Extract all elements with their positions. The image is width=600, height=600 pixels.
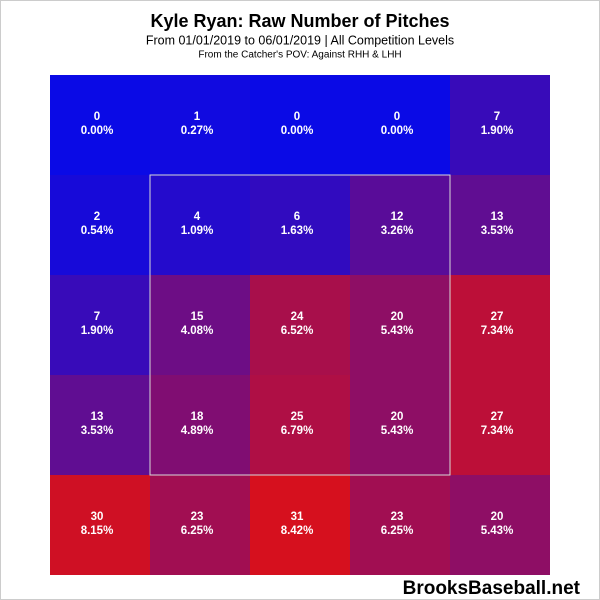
cell-count: 1 <box>194 111 201 123</box>
cell-count: 13 <box>491 211 504 223</box>
cell-count: 13 <box>91 411 104 423</box>
cell <box>50 75 150 175</box>
cell <box>450 75 550 175</box>
cell-count: 6 <box>294 211 300 223</box>
cell-percent: 5.43% <box>481 525 514 537</box>
cell <box>350 475 450 575</box>
cell-percent: 7.34% <box>481 325 514 337</box>
cell <box>150 175 250 275</box>
cell-count: 0 <box>294 111 300 123</box>
cell-count: 2 <box>94 211 100 223</box>
cell-percent: 6.25% <box>381 525 414 537</box>
cell-percent: 0.54% <box>81 225 114 237</box>
cell-count: 15 <box>191 311 204 323</box>
cell-percent: 0.27% <box>181 125 214 137</box>
chart-note: From the Catcher's POV: Against RHH & LH… <box>198 50 401 61</box>
cell <box>450 175 550 275</box>
cell <box>250 175 350 275</box>
strike-zone <box>149 174 451 476</box>
cell-count: 31 <box>291 511 304 523</box>
cell <box>250 75 350 175</box>
chart-subtitle: From 01/01/2019 to 06/01/2019 | All Comp… <box>146 33 454 47</box>
cell <box>250 275 350 375</box>
cell-count: 18 <box>191 411 204 423</box>
cell-percent: 8.15% <box>81 525 114 537</box>
cell-count: 23 <box>191 511 204 523</box>
cell-percent: 0.00% <box>281 125 314 137</box>
cell <box>150 475 250 575</box>
cell <box>450 275 550 375</box>
cell <box>150 75 250 175</box>
cell-percent: 0.00% <box>81 125 114 137</box>
cell-count: 0 <box>94 111 100 123</box>
cell-count: 4 <box>194 211 201 223</box>
cell-count: 7 <box>94 311 100 323</box>
cell <box>450 375 550 475</box>
cell-percent: 6.25% <box>181 525 214 537</box>
cell-percent: 6.52% <box>281 325 314 337</box>
cell <box>350 275 450 375</box>
watermark: BrooksBaseball.net <box>403 578 581 599</box>
cell-count: 12 <box>391 211 404 223</box>
cell-percent: 4.89% <box>181 425 214 437</box>
cell-count: 20 <box>391 311 404 323</box>
cell-count: 24 <box>291 311 304 323</box>
cell <box>50 375 150 475</box>
cell <box>350 375 450 475</box>
cell-percent: 3.53% <box>481 225 514 237</box>
cell <box>50 275 150 375</box>
cell-count: 27 <box>491 311 504 323</box>
cell-count: 27 <box>491 411 504 423</box>
cell-count: 25 <box>291 411 304 423</box>
cell-percent: 4.08% <box>181 325 214 337</box>
cell-percent: 0.00% <box>381 125 414 137</box>
cell-percent: 1.09% <box>181 225 214 237</box>
cell-percent: 1.90% <box>481 125 514 137</box>
cell-percent: 3.26% <box>381 225 414 237</box>
cell-count: 20 <box>491 511 504 523</box>
cell-percent: 5.43% <box>381 325 414 337</box>
cell-count: 20 <box>391 411 404 423</box>
cell-percent: 7.34% <box>481 425 514 437</box>
cell <box>250 375 350 475</box>
cell-percent: 6.79% <box>281 425 314 437</box>
cell-percent: 1.90% <box>81 325 114 337</box>
cell <box>50 175 150 275</box>
cell-percent: 5.43% <box>381 425 414 437</box>
chart-title: Kyle Ryan: Raw Number of Pitches <box>150 11 449 31</box>
cell-count: 7 <box>494 111 500 123</box>
cell-percent: 1.63% <box>281 225 314 237</box>
cell <box>450 475 550 575</box>
cell <box>350 75 450 175</box>
cell-count: 23 <box>391 511 404 523</box>
cell-count: 30 <box>91 511 104 523</box>
cell <box>350 175 450 275</box>
cell <box>150 275 250 375</box>
cell <box>150 375 250 475</box>
cell-count: 0 <box>394 111 400 123</box>
cell <box>50 475 150 575</box>
cell-percent: 8.42% <box>281 525 314 537</box>
cell-percent: 3.53% <box>81 425 114 437</box>
cell <box>250 475 350 575</box>
heatmap: 0 0.00% 1 0.27% 0 0.00% 0 0.00% 7 1.90% 2 0.54% 4 1.0… <box>50 75 550 575</box>
